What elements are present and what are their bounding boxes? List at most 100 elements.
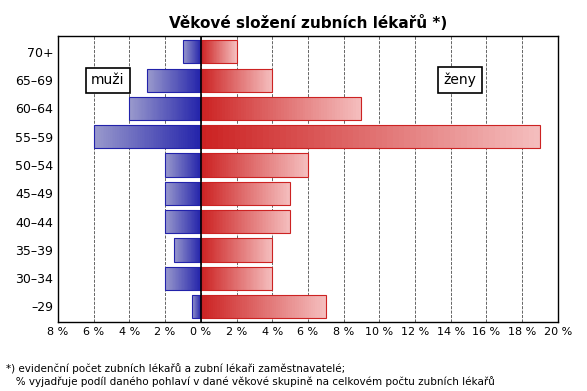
Bar <box>220 97 222 120</box>
Bar <box>167 68 168 92</box>
Bar <box>140 97 141 120</box>
Bar <box>154 125 156 148</box>
Bar <box>214 68 215 92</box>
Bar <box>252 267 253 290</box>
Bar <box>242 295 245 318</box>
Bar <box>201 238 202 262</box>
Bar <box>232 210 234 233</box>
Bar <box>266 267 268 290</box>
Bar <box>319 97 321 120</box>
Bar <box>223 40 224 63</box>
Bar <box>124 125 126 148</box>
Bar <box>215 153 217 177</box>
Bar <box>196 267 197 290</box>
Bar <box>133 97 134 120</box>
Bar <box>133 125 135 148</box>
Bar <box>169 182 170 205</box>
Bar <box>301 153 302 177</box>
Bar <box>249 68 251 92</box>
Bar <box>240 68 241 92</box>
Bar <box>225 68 226 92</box>
Bar <box>200 182 201 205</box>
Bar <box>196 153 197 177</box>
Bar <box>173 153 174 177</box>
Bar <box>240 267 241 290</box>
Bar <box>126 125 127 148</box>
Bar <box>176 267 177 290</box>
Bar <box>238 267 239 290</box>
Bar <box>231 40 232 63</box>
Bar <box>183 210 184 233</box>
Bar <box>172 267 173 290</box>
Bar <box>176 210 177 233</box>
Bar <box>289 182 290 205</box>
Bar <box>238 182 239 205</box>
Bar <box>233 238 234 262</box>
Bar <box>166 210 167 233</box>
Bar <box>224 125 229 148</box>
Bar <box>172 182 173 205</box>
Bar <box>204 267 205 290</box>
Bar <box>251 210 253 233</box>
Bar <box>185 68 187 92</box>
Bar <box>253 267 254 290</box>
Bar <box>302 97 305 120</box>
Bar <box>181 210 182 233</box>
Bar <box>179 153 180 177</box>
Bar <box>262 238 263 262</box>
Bar <box>244 182 245 205</box>
Bar <box>219 267 220 290</box>
Bar <box>225 97 228 120</box>
Bar <box>258 68 259 92</box>
Bar <box>200 97 201 120</box>
Bar <box>197 68 198 92</box>
Bar <box>189 68 190 92</box>
Bar <box>161 97 163 120</box>
Bar <box>205 182 207 205</box>
Bar <box>185 210 186 233</box>
Bar <box>135 125 137 148</box>
Bar <box>172 97 173 120</box>
Bar <box>211 210 212 233</box>
Bar <box>253 238 254 262</box>
Bar <box>197 267 198 290</box>
Bar <box>281 210 282 233</box>
Bar <box>180 97 181 120</box>
Bar <box>158 68 159 92</box>
Bar <box>254 97 257 120</box>
Bar <box>178 182 179 205</box>
Bar <box>184 210 185 233</box>
Bar <box>285 153 286 177</box>
Bar <box>181 68 182 92</box>
Bar <box>256 182 257 205</box>
Bar <box>199 153 200 177</box>
Bar <box>205 210 207 233</box>
Bar <box>251 267 252 290</box>
Bar <box>268 68 269 92</box>
Bar <box>204 40 205 63</box>
Bar <box>213 153 215 177</box>
Bar <box>176 153 177 177</box>
Bar <box>271 210 272 233</box>
Bar <box>318 295 319 318</box>
Bar <box>112 125 113 148</box>
Bar <box>489 125 495 148</box>
Bar <box>142 125 144 148</box>
Bar <box>226 210 228 233</box>
Bar <box>359 97 362 120</box>
Bar <box>129 97 201 120</box>
Bar <box>178 267 179 290</box>
Bar <box>295 153 297 177</box>
Bar <box>210 238 211 262</box>
Bar <box>238 68 239 92</box>
Bar <box>159 97 160 120</box>
Bar <box>210 267 211 290</box>
Bar <box>233 267 234 290</box>
Bar <box>171 210 172 233</box>
Bar <box>225 267 226 290</box>
Bar <box>517 125 523 148</box>
Bar <box>165 182 201 205</box>
Bar <box>171 68 172 92</box>
Bar <box>241 238 242 262</box>
Bar <box>170 68 171 92</box>
